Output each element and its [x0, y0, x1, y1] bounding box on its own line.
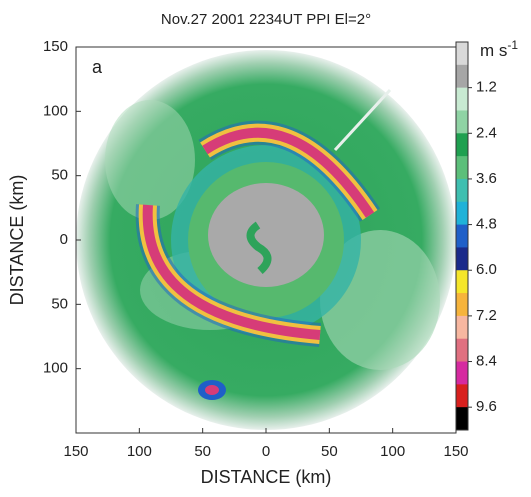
colorbar-segment	[456, 42, 468, 66]
y-tick-label: 100	[43, 360, 68, 377]
unit-exponent: -1	[507, 38, 518, 52]
y-tick-label: 150	[43, 38, 68, 55]
x-tick-label: 150	[63, 443, 88, 460]
unit: m s	[480, 41, 507, 60]
colorbar-frame	[455, 41, 469, 431]
y-axis-label: DISTANCE (km)	[7, 175, 27, 306]
colorbar-segment	[456, 178, 468, 203]
colorbar-segment	[456, 156, 468, 180]
colorbar-segment	[456, 87, 468, 111]
panel-label: a	[92, 57, 103, 77]
y-tick-label: 50	[51, 167, 68, 184]
colorbar-segment	[456, 315, 468, 340]
x-tick-label: 0	[262, 443, 270, 460]
x-tick-label: 50	[321, 443, 338, 460]
colorbar-segment	[456, 64, 468, 89]
chart-title: Nov.27 2001 2234UT PPI El=2°	[161, 11, 371, 28]
y-tick-label: 100	[43, 102, 68, 119]
y-tick-label: 0	[60, 231, 68, 248]
x-tick-label: 50	[194, 443, 211, 460]
colorbar-tick-label: 9.6	[476, 398, 497, 415]
colorbar-tick-label: 8.4	[476, 352, 497, 369]
colorbar-unit: m s-1	[480, 38, 518, 60]
colorbar-segment	[456, 247, 468, 271]
x-tick-label: 100	[380, 443, 405, 460]
colorbar-tick-label: 4.8	[476, 216, 497, 233]
colorbar-segment	[456, 338, 468, 363]
colorbar-tick-label: 7.2	[476, 307, 497, 324]
x-tick-label: 100	[127, 443, 152, 460]
colorbar-tick-label: 1.2	[476, 79, 497, 96]
colorbar-segment	[456, 133, 468, 157]
colorbar-segment	[456, 293, 468, 317]
x-tick-label: 150	[443, 443, 468, 460]
colorbar-segment	[456, 270, 468, 294]
colorbar-segment	[456, 224, 468, 248]
colorbar-segment	[456, 110, 468, 134]
radar-image	[76, 50, 456, 430]
y-tick-label: 50	[51, 295, 68, 312]
colorbar-segment	[456, 407, 468, 431]
colorbar-tick-label: 2.4	[476, 124, 497, 141]
colorbar-tick-label: 3.6	[476, 170, 497, 187]
colorbar-segment	[456, 361, 468, 385]
colorbar-tick-label: 6.0	[476, 261, 497, 278]
x-axis-label: DISTANCE (km)	[201, 467, 332, 487]
colorbar-segment	[456, 384, 468, 408]
colorbar-segment	[456, 201, 468, 226]
